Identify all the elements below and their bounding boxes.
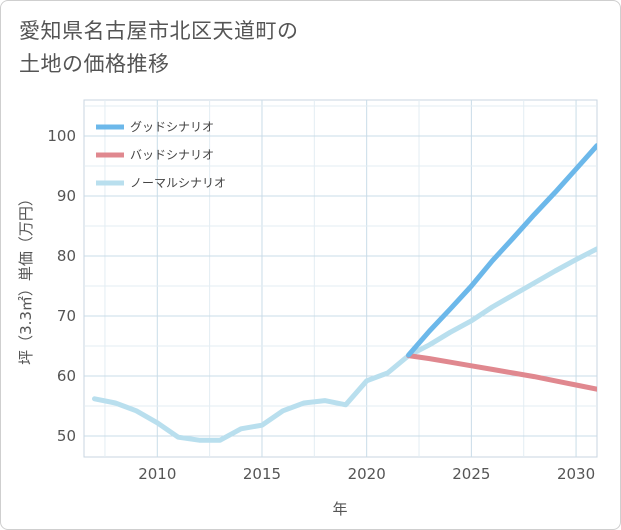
- x-tick-label: 2020: [348, 465, 386, 483]
- y-tick-label: 80: [57, 247, 76, 265]
- y-tick-label: 60: [57, 367, 76, 385]
- x-tick-label: 2025: [452, 465, 490, 483]
- grid-lines: [84, 100, 597, 457]
- y-tick-label: 90: [57, 187, 76, 205]
- y-tick-label: 100: [47, 127, 76, 145]
- y-tick-label: 70: [57, 307, 76, 325]
- chart-title-line2: 土地の価格推移: [19, 52, 170, 76]
- plot-area: [83, 99, 598, 458]
- x-tick-label: 2015: [243, 465, 281, 483]
- x-tick-label: 2030: [557, 465, 595, 483]
- series-line-0: [406, 143, 597, 358]
- chart-title: 愛知県名古屋市北区天道町の 土地の価格推移: [19, 15, 299, 81]
- legend-label: グッドシナリオ: [130, 120, 214, 134]
- legend-label: ノーマルシナリオ: [130, 176, 226, 190]
- chart-title-line1: 愛知県名古屋市北区天道町の: [19, 19, 299, 43]
- axis-ticks: 2010 2015 2020 2025 2030 50 60 70 80 90 100: [47, 127, 595, 483]
- x-tick-label: 2010: [138, 465, 176, 483]
- series-line-1: [406, 353, 597, 392]
- y-tick-label: 50: [57, 427, 76, 445]
- series-lines: [92, 143, 597, 443]
- x-axis-title: 年: [332, 500, 347, 518]
- series-line-2: [92, 246, 597, 443]
- y-axis-title: 坪（3.3㎡）単価（万円）: [17, 191, 35, 365]
- legend-label: バッドシナリオ: [130, 148, 214, 162]
